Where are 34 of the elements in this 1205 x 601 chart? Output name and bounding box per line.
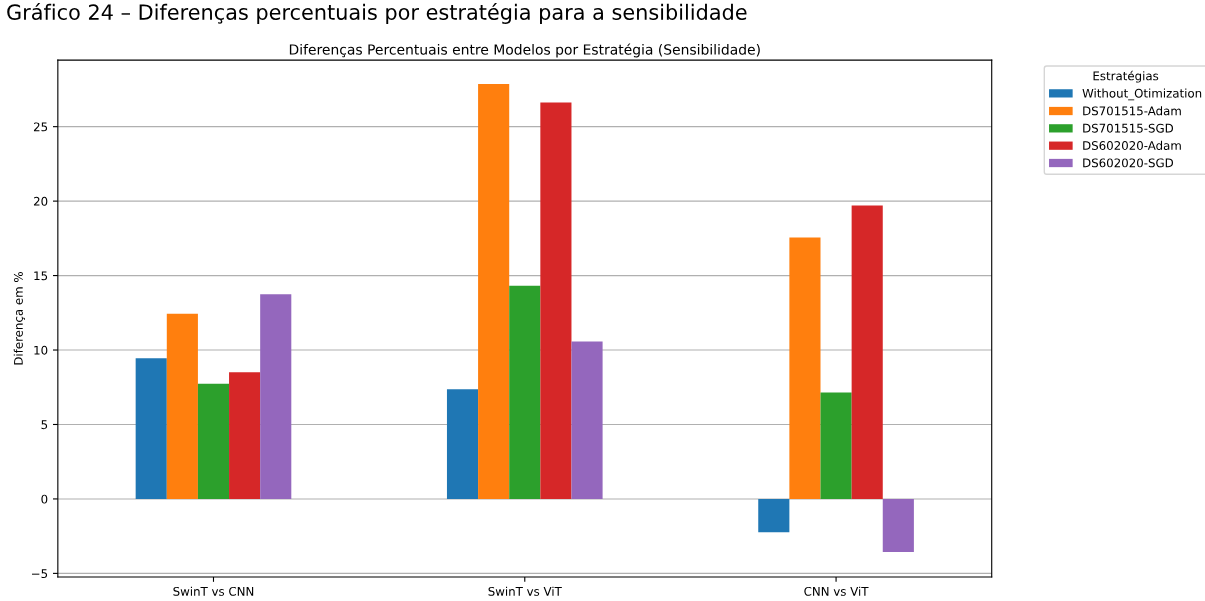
bar	[571, 341, 603, 499]
y-tick-label: 25	[33, 122, 48, 132]
legend-label: DS602020-Adam	[1083, 140, 1181, 150]
legend-label: DS602020-SGD	[1083, 158, 1174, 168]
bar	[851, 205, 883, 499]
y-tick-label: 15	[34, 271, 48, 281]
legend-label: DS701515-Adam	[1083, 106, 1181, 116]
y-tick-label: 5	[41, 420, 48, 430]
bar	[478, 84, 510, 499]
bar	[135, 358, 167, 499]
y-tick-label: 0	[41, 494, 48, 504]
bar	[229, 372, 261, 499]
legend-label: DS701515-SGD	[1083, 123, 1174, 133]
bar	[260, 294, 292, 499]
bar	[882, 498, 914, 552]
x-tick-label: CNN vs ViT	[804, 586, 869, 596]
bar	[197, 383, 230, 499]
legend-label: Without_Otimization	[1082, 88, 1202, 101]
bar	[758, 498, 790, 533]
bar	[820, 392, 852, 499]
y-tick-label: 20	[33, 196, 48, 206]
text: Gráfico 24 – Diferenças percentuais por estratégia para a sensibilidade	[7, 3, 747, 24]
bar	[166, 313, 198, 499]
bar	[509, 285, 541, 499]
chart-title: Diferenças Percentuais entre Modelos por Estratégia (Sensibilidade)	[289, 43, 760, 58]
bar	[540, 102, 572, 499]
y-axis-title: Diferença em %	[13, 272, 25, 365]
bar	[789, 237, 821, 499]
y-tick-label: 10	[34, 345, 48, 355]
legend-title: Estratégias	[1093, 70, 1159, 83]
y-tick-label: −5	[31, 569, 48, 579]
x-tick-label: SwinT vs ViT	[488, 586, 562, 596]
x-tick-label: SwinT vs CNN	[173, 586, 254, 596]
bar	[446, 389, 479, 499]
